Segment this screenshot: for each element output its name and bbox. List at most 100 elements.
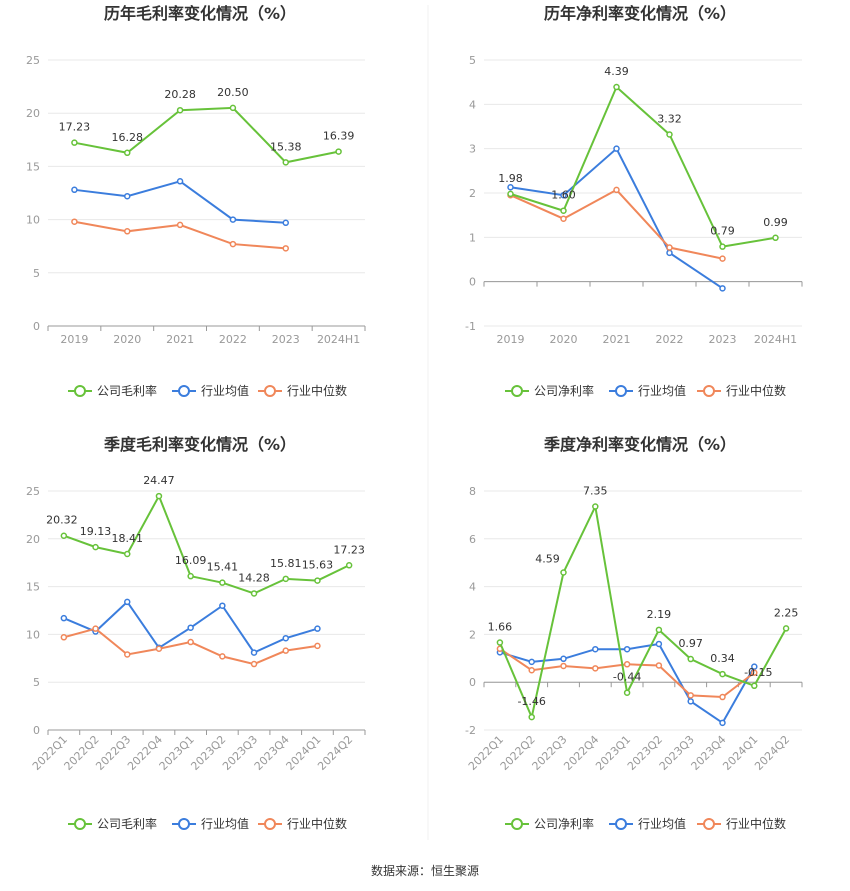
x-tick-label: 2023 bbox=[709, 333, 737, 346]
data-point-industry-median bbox=[751, 669, 758, 676]
data-point-company bbox=[623, 689, 631, 696]
data-label: 1.98 bbox=[498, 172, 523, 185]
x-tick-label: 2022 bbox=[656, 333, 684, 346]
series-line-industry-median bbox=[510, 188, 723, 260]
data-label: 14.28 bbox=[238, 571, 270, 584]
circle-line-icon bbox=[264, 385, 276, 397]
data-label: 0.79 bbox=[710, 225, 735, 238]
data-point-industry-median bbox=[155, 645, 163, 652]
data-point-industry-median bbox=[623, 661, 631, 668]
data-label: 18.41 bbox=[112, 532, 144, 545]
x-tick-label: 2020 bbox=[550, 333, 578, 346]
data-point-company bbox=[560, 207, 567, 214]
data-point-industry-median bbox=[60, 634, 68, 641]
data-point-industry-median bbox=[124, 651, 131, 658]
data-point-industry-avg bbox=[719, 285, 726, 292]
data-point-company bbox=[71, 139, 78, 146]
legend-label: 公司净利率 bbox=[534, 816, 594, 831]
series-line-company bbox=[510, 85, 776, 248]
legend-label: 公司毛利率 bbox=[97, 383, 157, 398]
legend-item-company: 公司净利率 bbox=[505, 816, 594, 831]
data-label: 20.32 bbox=[46, 514, 78, 527]
chart-1: 历年毛利率变化情况（%） 0 5 10 15 20 25 2019 2020 2021 2022 20… bbox=[26, 4, 366, 398]
series-line-company bbox=[74, 106, 339, 164]
data-point-industry-avg bbox=[623, 645, 631, 653]
series-line-company bbox=[63, 493, 350, 595]
data-label: -1.46 bbox=[517, 695, 545, 708]
x-tick-label: 2021 bbox=[166, 333, 194, 346]
chart-title: 历年毛利率变化情况（%） bbox=[104, 4, 296, 23]
data-point-industry-median bbox=[560, 215, 567, 222]
legend-label: 公司毛利率 bbox=[97, 816, 157, 831]
data-point-company bbox=[496, 639, 504, 646]
data-source-label: 数据来源：恒生聚源 bbox=[370, 864, 479, 878]
data-point-industry-avg bbox=[219, 602, 226, 609]
data-point-industry-median bbox=[719, 255, 726, 262]
data-label: 16.09 bbox=[175, 554, 207, 567]
data-label: 0.97 bbox=[678, 637, 703, 650]
data-point-company bbox=[124, 550, 131, 558]
data-point-company bbox=[751, 682, 758, 690]
data-point-industry-median bbox=[719, 693, 726, 701]
y-tick-label: 0 bbox=[33, 724, 40, 737]
y-tick-label: 0 bbox=[469, 676, 476, 689]
data-point-company bbox=[782, 625, 790, 632]
y-tick-label: 2 bbox=[469, 628, 476, 641]
data-label: 20.50 bbox=[217, 86, 249, 99]
legend-item-company: 公司毛利率 bbox=[68, 816, 157, 831]
data-point-industry-avg bbox=[229, 216, 237, 223]
y-tick-label: 10 bbox=[26, 628, 40, 641]
x-tick-label: 2020 bbox=[113, 333, 141, 346]
data-point-industry-median bbox=[314, 642, 321, 650]
data-point-company bbox=[155, 492, 163, 500]
series-line-industry-avg bbox=[74, 180, 286, 224]
data-point-industry-avg bbox=[666, 249, 673, 257]
legend-item-company: 公司净利率 bbox=[505, 383, 594, 398]
x-tick-label: 2019 bbox=[60, 333, 88, 346]
data-label: 24.47 bbox=[143, 474, 175, 487]
data-point-industry-avg bbox=[613, 145, 620, 152]
data-point-industry-avg bbox=[124, 598, 131, 606]
circle-line-icon bbox=[178, 385, 190, 397]
y-tick-label: -1 bbox=[465, 320, 476, 333]
y-tick-label: 15 bbox=[26, 581, 40, 594]
data-point-industry-median bbox=[219, 653, 226, 660]
data-point-industry-median bbox=[592, 665, 599, 672]
data-point-company bbox=[772, 234, 779, 242]
data-label: 15.41 bbox=[207, 561, 239, 574]
circle-line-icon bbox=[615, 818, 627, 830]
legend-label: 行业均值 bbox=[201, 816, 249, 831]
data-point-industry-avg bbox=[250, 649, 258, 656]
y-tick-label: 25 bbox=[26, 485, 40, 498]
legend-label: 公司净利率 bbox=[534, 383, 594, 398]
x-tick-label: 2024Q2 bbox=[315, 733, 355, 773]
data-label: 1.60 bbox=[551, 189, 576, 202]
data-label: 2.25 bbox=[774, 606, 799, 619]
data-point-industry-median bbox=[282, 647, 289, 654]
data-label: 0.99 bbox=[763, 216, 788, 229]
chart-title: 季度净利率变化情况（%） bbox=[543, 435, 736, 454]
data-point-industry-median bbox=[666, 244, 673, 251]
data-point-company bbox=[560, 569, 567, 576]
x-tick-label: 2024Q2 bbox=[752, 733, 792, 773]
legend-item-industry-median: 行业中位数 bbox=[697, 816, 786, 831]
x-tick-label: 2019 bbox=[497, 333, 525, 346]
data-label: 17.23 bbox=[333, 543, 365, 556]
data-point-industry-avg bbox=[60, 614, 68, 622]
data-point-company bbox=[655, 626, 663, 634]
data-point-industry-median bbox=[187, 638, 194, 646]
data-point-industry-avg bbox=[687, 698, 694, 705]
y-tick-label: 0 bbox=[33, 320, 40, 333]
x-tick-label: 2024H1 bbox=[317, 333, 360, 346]
data-point-company bbox=[592, 503, 599, 510]
y-tick-label: 20 bbox=[26, 533, 40, 546]
y-tick-label: 8 bbox=[469, 485, 476, 498]
chart-3: 季度毛利率变化情况（%）05101520252022Q12022Q22022Q3… bbox=[26, 435, 366, 831]
data-label: 2.19 bbox=[647, 608, 672, 621]
data-point-industry-median bbox=[176, 221, 184, 229]
circle-line-icon bbox=[511, 818, 523, 830]
legend-label: 行业中位数 bbox=[287, 383, 347, 398]
y-tick-label: 10 bbox=[26, 214, 40, 227]
legend-label: 行业均值 bbox=[638, 383, 686, 398]
y-tick-label: 4 bbox=[469, 98, 476, 111]
